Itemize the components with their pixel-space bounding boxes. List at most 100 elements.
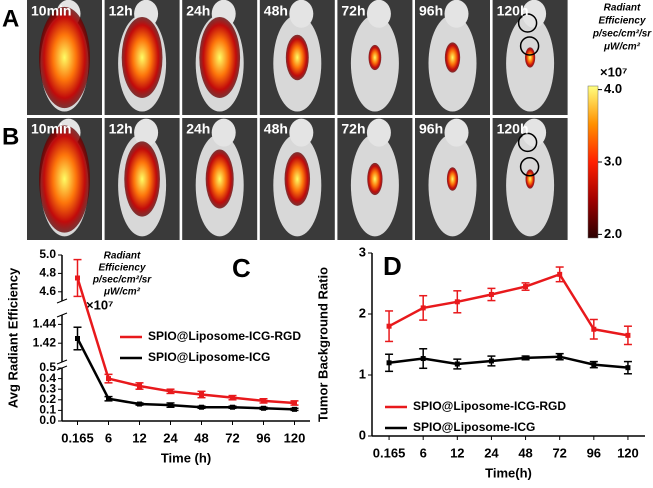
time-label: 12h (109, 121, 133, 137)
legend-label: SPIO@Liposome-ICG-RGD (148, 329, 301, 343)
marker (230, 395, 235, 401)
x-tick-label: 48 (194, 430, 208, 445)
x-tick-label: 0.165 (61, 430, 94, 445)
marker (591, 326, 597, 332)
x-tick-label: 48 (518, 445, 532, 460)
y-axis-label: Avg Radiant Efficiency (5, 267, 20, 408)
roi-circle (517, 13, 538, 33)
axis-break (56, 359, 68, 365)
y-axis-label: Tumor Background Ratio (315, 267, 330, 422)
marker (106, 396, 111, 402)
y-tick-label: 0.3 (39, 381, 56, 395)
signal (446, 167, 459, 191)
signal (121, 17, 163, 98)
marker (625, 332, 631, 338)
mouse-head (211, 118, 236, 147)
x-tick-label: 12 (132, 430, 146, 445)
signal (368, 44, 382, 71)
marker (168, 388, 173, 394)
row-label: A (2, 5, 19, 32)
marker (292, 406, 297, 412)
time-label: 96h (419, 121, 443, 137)
time-label: 48h (264, 121, 288, 137)
x-tick-label: 96 (587, 445, 601, 460)
axis-break (56, 298, 68, 304)
mouse-head (444, 0, 469, 28)
time-label: 10min (31, 121, 71, 137)
x-tick-label: 24 (163, 430, 178, 445)
y-tick-label: 1.44 (33, 317, 57, 331)
marker (488, 358, 494, 364)
mouse-head (522, 0, 547, 28)
signal (525, 169, 535, 189)
x-tick-label: 72 (225, 430, 239, 445)
y-tick-label: 4.6 (39, 284, 56, 298)
annotation: Efficiency (98, 263, 145, 274)
signal (444, 42, 461, 73)
x-axis-label: Time (h) (161, 450, 211, 465)
time-label: 72h (341, 3, 365, 19)
series-line (388, 272, 629, 337)
time-label: 120h (497, 3, 529, 19)
signal (525, 47, 536, 68)
marker (137, 401, 142, 407)
marker (75, 336, 80, 341)
marker (75, 275, 80, 281)
colorbar (587, 85, 599, 239)
signal (199, 17, 241, 98)
marker (420, 356, 426, 362)
time-label: 48h (264, 3, 288, 19)
signal (367, 162, 383, 196)
roi-circle (519, 36, 540, 56)
x-tick-label: 96 (256, 430, 270, 445)
signal (39, 125, 90, 233)
annotation: p/sec/cm²/sr (92, 275, 152, 286)
panel-label: C (232, 253, 251, 283)
x-tick-label: 6 (420, 445, 427, 460)
colorbar-tick-label: 4.0 (604, 81, 622, 96)
x-tick-label: 6 (105, 430, 112, 445)
marker (261, 398, 266, 404)
marker (168, 402, 173, 408)
marker (106, 376, 111, 382)
colorbar-title: μW/cm² (603, 42, 641, 53)
colorbar-tick-label: 2.0 (604, 226, 622, 241)
marker (454, 361, 460, 367)
signal (205, 149, 234, 209)
y-tick-label: 1 (359, 366, 366, 381)
mouse-head (289, 118, 314, 147)
annotation: Radiant (104, 251, 141, 262)
x-tick-label: 0.165 (373, 445, 406, 460)
marker (199, 404, 204, 410)
series-line (76, 337, 295, 411)
marker (625, 365, 631, 371)
series-line (388, 355, 629, 369)
time-label: 10min (31, 3, 71, 19)
legend-label: SPIO@Liposome-ICG (148, 350, 270, 364)
x-tick-label: 72 (552, 445, 566, 460)
time-label: 120h (497, 121, 529, 137)
marker (454, 299, 460, 305)
marker (386, 323, 392, 329)
y-tick-label: 0.2 (39, 392, 56, 406)
colorbar-tick-label: 3.0 (604, 153, 622, 168)
y-tick-label: 1.42 (33, 335, 57, 349)
y-tick-label: 0.1 (39, 403, 56, 417)
signal (284, 152, 311, 206)
signal (39, 6, 90, 109)
y-tick-label: 0 (359, 427, 366, 442)
signal (285, 34, 309, 81)
roi-circle (519, 157, 540, 177)
x-tick-label: 120 (284, 430, 306, 445)
colorbar-title: p/sec/cm²/sr (592, 29, 652, 40)
panel-label: D (383, 251, 402, 281)
time-label: 96h (419, 3, 443, 19)
row-label: B (2, 123, 19, 150)
legend-label: SPIO@Liposome-ICG-RGD (413, 399, 566, 413)
y-tick-label: 0.4 (39, 371, 56, 385)
x-tick-label: 12 (450, 445, 464, 460)
y-tick-label: 2 (359, 305, 366, 320)
signal (124, 141, 160, 217)
time-label: 72h (341, 121, 365, 137)
